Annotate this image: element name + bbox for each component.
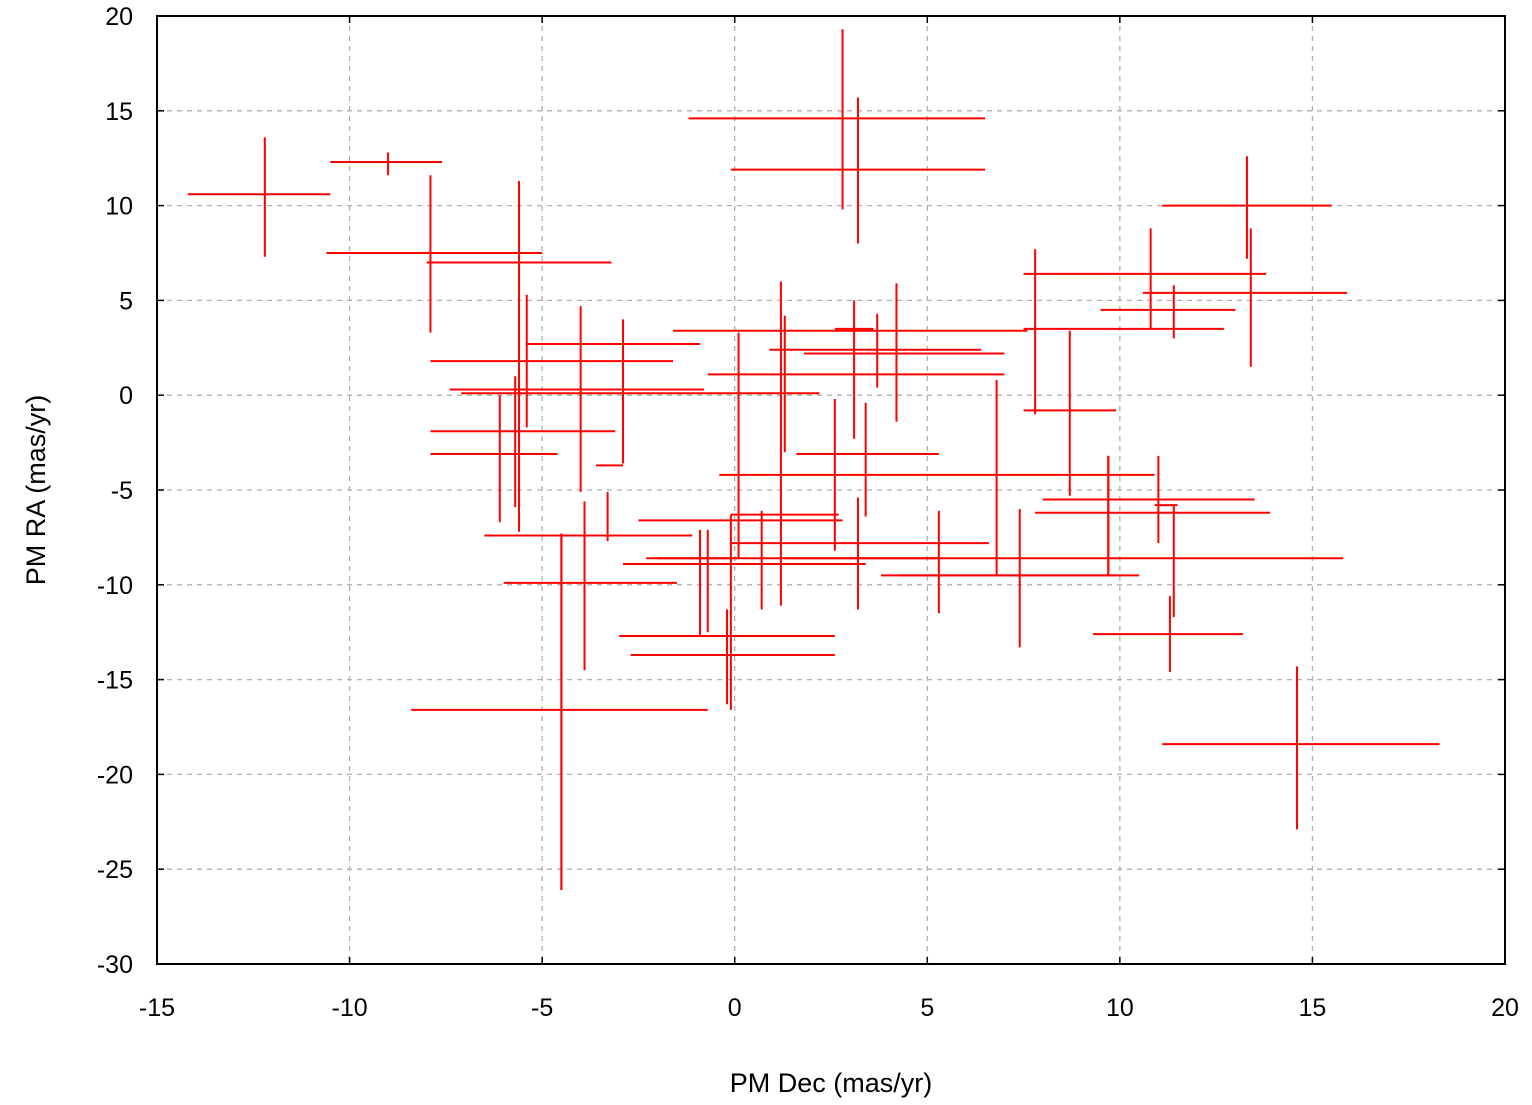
y-axis-title: PM RA (mas/yr) [21,395,51,586]
data-point [657,529,739,633]
y-tick-label: -15 [97,667,133,695]
data-point [1035,455,1271,544]
data-point [1023,228,1224,330]
data-point [729,513,839,610]
x-tick-label: -5 [531,994,553,1022]
data-point [673,281,1028,606]
data-point [330,152,443,176]
data-point [834,300,874,439]
data-point [1162,156,1332,259]
data-point [638,398,843,551]
y-tick-label: 20 [105,3,133,31]
y-tick-label: 15 [105,98,133,126]
x-tick-label: -10 [332,994,368,1022]
x-tick-label: 15 [1299,994,1327,1022]
data-point [449,319,704,464]
y-tick-label: 5 [119,287,133,315]
y-tick-label: 0 [119,382,133,410]
data-point [411,533,708,891]
axis-ticks: -15 -10 -5 0 5 10 15 20 -30 -25 -20 -15 -10 -5 0 5 10 15 2… [97,3,1519,1022]
x-tick-label: 10 [1106,994,1134,1022]
x-axis-title: PM Dec (mas/yr) [730,1068,933,1098]
data-point [707,332,1005,559]
y-tick-label: -5 [111,477,133,505]
data-point [1092,596,1244,673]
gridlines [157,16,1505,964]
x-tick-label: 0 [728,994,742,1022]
data-point [881,455,1140,577]
data-point [430,376,558,508]
data-point [461,315,820,453]
data-point [596,464,624,542]
data-point [796,402,939,517]
data-point [326,180,543,532]
data-point [784,497,1344,610]
data-point [804,283,1005,422]
data-point [484,501,693,671]
data-point [503,533,677,891]
data-point [1023,249,1267,415]
y-tick-label: -30 [97,951,133,979]
data-point [688,29,986,210]
y-tick-label: 10 [105,193,133,221]
data-point [1142,228,1348,367]
data-point [1154,504,1178,618]
data-point [769,313,982,388]
data-series [187,29,1440,891]
data-point [623,529,866,636]
x-tick-label: -15 [139,994,175,1022]
data-point [430,306,674,492]
data-point [426,175,612,333]
data-point [1023,330,1117,496]
y-tick-label: -10 [97,572,133,600]
data-point [646,510,940,614]
data-point [430,395,616,523]
data-point [730,510,989,610]
y-tick-label: -20 [97,761,133,789]
data-point [187,137,331,257]
data-point [900,508,1117,648]
y-tick-label: -25 [97,856,133,884]
x-tick-label: 5 [920,994,934,1022]
data-point [719,380,1155,576]
data-point [730,97,986,244]
data-point [630,609,835,705]
data-point [1100,285,1236,339]
data-point [1162,666,1440,830]
x-tick-label: 20 [1491,994,1519,1022]
